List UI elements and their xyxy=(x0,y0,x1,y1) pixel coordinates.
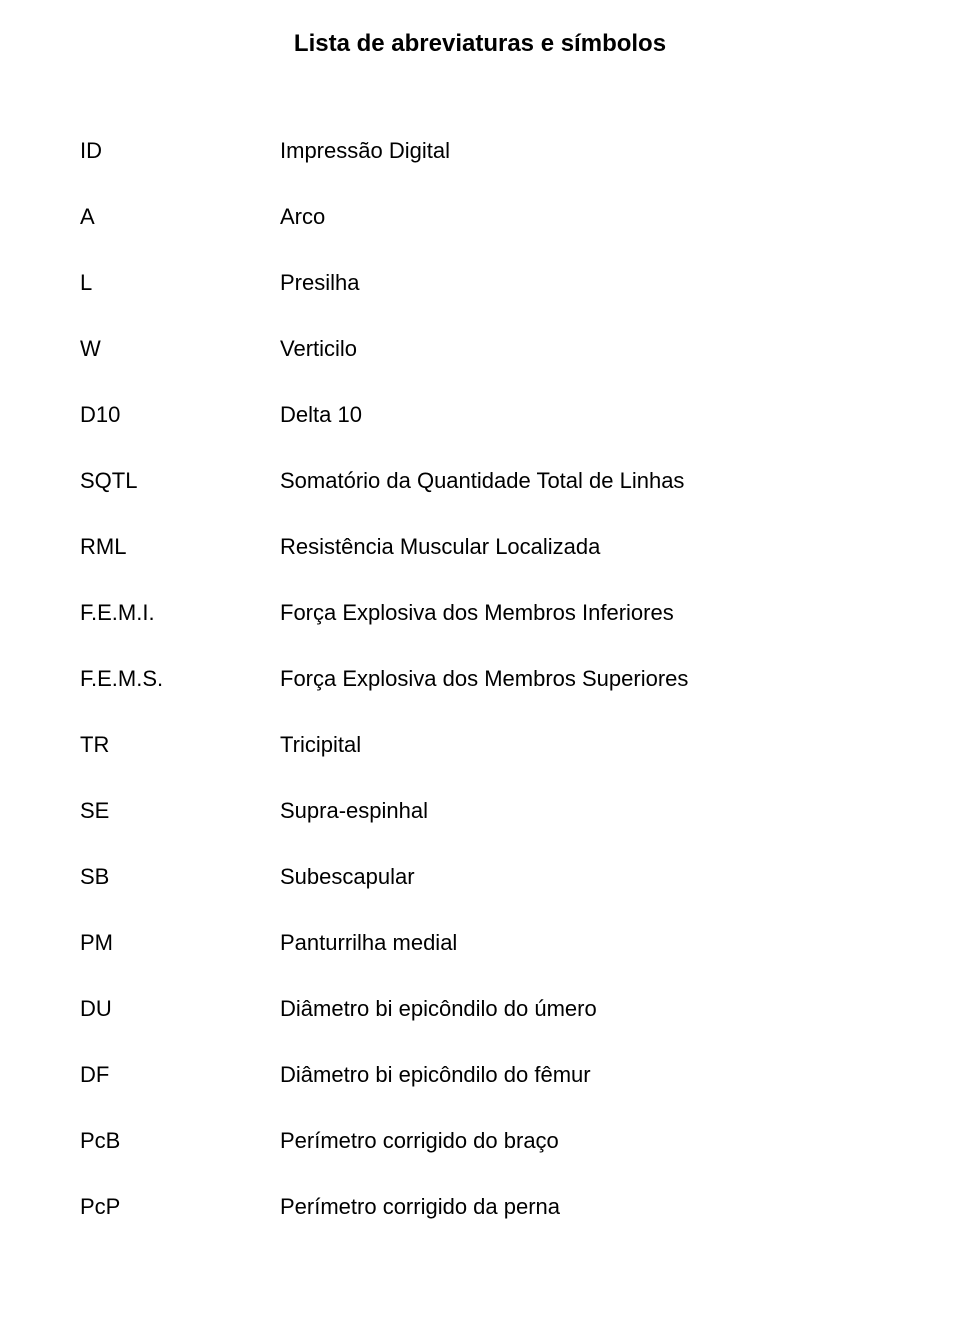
list-item: DU Diâmetro bi epicôndilo do úmero xyxy=(80,996,880,1022)
list-item: ID Impressão Digital xyxy=(80,138,880,164)
abbrev-value: Somatório da Quantidade Total de Linhas xyxy=(280,468,684,494)
abbrev-value: Impressão Digital xyxy=(280,138,450,164)
list-item: RML Resistência Muscular Localizada xyxy=(80,534,880,560)
abbrev-value: Resistência Muscular Localizada xyxy=(280,534,600,560)
abbrev-key: A xyxy=(80,204,280,230)
abbrev-key: L xyxy=(80,270,280,296)
abbrev-key: RML xyxy=(80,534,280,560)
abbrev-value: Perímetro corrigido da perna xyxy=(280,1194,560,1220)
list-item: SB Subescapular xyxy=(80,864,880,890)
abbrev-value: Panturrilha medial xyxy=(280,930,457,956)
abbrev-value: Arco xyxy=(280,204,325,230)
abbrev-key: DF xyxy=(80,1062,280,1088)
abbrev-value: Força Explosiva dos Membros Inferiores xyxy=(280,600,674,626)
abbrev-key: PcB xyxy=(80,1128,280,1154)
list-item: PcB Perímetro corrigido do braço xyxy=(80,1128,880,1154)
list-item: DF Diâmetro bi epicôndilo do fêmur xyxy=(80,1062,880,1088)
abbrev-key: PM xyxy=(80,930,280,956)
abbrev-value: Força Explosiva dos Membros Superiores xyxy=(280,666,688,692)
list-item: PM Panturrilha medial xyxy=(80,930,880,956)
list-item: W Verticilo xyxy=(80,336,880,362)
abbrev-key: F.E.M.S. xyxy=(80,666,280,692)
page-title: Lista de abreviaturas e símbolos xyxy=(80,30,880,58)
list-item: PcP Perímetro corrigido da perna xyxy=(80,1194,880,1220)
abbrev-value: Supra-espinhal xyxy=(280,798,428,824)
abbrev-key: D10 xyxy=(80,402,280,428)
abbrev-key: SB xyxy=(80,864,280,890)
abbrev-key: F.E.M.I. xyxy=(80,600,280,626)
abbrev-value: Diâmetro bi epicôndilo do fêmur xyxy=(280,1062,591,1088)
abbrev-value: Subescapular xyxy=(280,864,415,890)
list-item: D10 Delta 10 xyxy=(80,402,880,428)
abbrev-key: SQTL xyxy=(80,468,280,494)
list-item: L Presilha xyxy=(80,270,880,296)
abbreviation-list: ID Impressão Digital A Arco L Presilha W… xyxy=(80,138,880,1220)
abbrev-key: TR xyxy=(80,732,280,758)
abbrev-value: Perímetro corrigido do braço xyxy=(280,1128,559,1154)
abbrev-value: Presilha xyxy=(280,270,359,296)
list-item: TR Tricipital xyxy=(80,732,880,758)
abbrev-key: W xyxy=(80,336,280,362)
list-item: F.E.M.I. Força Explosiva dos Membros Inf… xyxy=(80,600,880,626)
list-item: A Arco xyxy=(80,204,880,230)
abbrev-key: ID xyxy=(80,138,280,164)
abbrev-value: Delta 10 xyxy=(280,402,362,428)
list-item: SQTL Somatório da Quantidade Total de Li… xyxy=(80,468,880,494)
abbrev-value: Verticilo xyxy=(280,336,357,362)
abbrev-key: DU xyxy=(80,996,280,1022)
list-item: SE Supra-espinhal xyxy=(80,798,880,824)
abbrev-key: SE xyxy=(80,798,280,824)
list-item: F.E.M.S. Força Explosiva dos Membros Sup… xyxy=(80,666,880,692)
abbrev-value: Tricipital xyxy=(280,732,361,758)
abbrev-value: Diâmetro bi epicôndilo do úmero xyxy=(280,996,597,1022)
abbrev-key: PcP xyxy=(80,1194,280,1220)
